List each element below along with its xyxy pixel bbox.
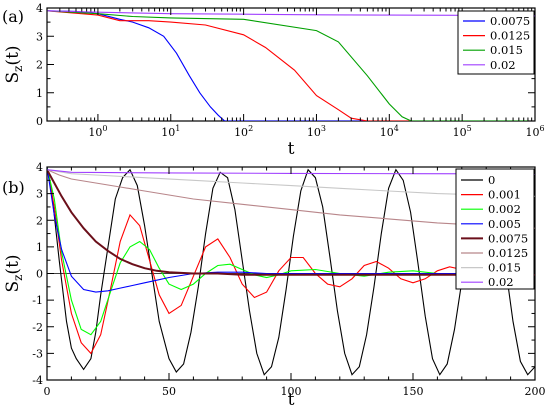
y-tick-label: 0: [36, 268, 43, 281]
legend-label-0.002: 0.002: [488, 202, 521, 216]
y-axis-label: Sz(t): [3, 45, 25, 83]
x-axis-label: t: [288, 390, 295, 410]
legend-label-0.001: 0.001: [488, 188, 521, 202]
panel-label: (a): [2, 7, 24, 26]
y-tick-label: 4: [36, 2, 43, 15]
series-line-0: [47, 167, 535, 376]
panel-label: (b): [2, 178, 25, 197]
x-tick-label: 150: [403, 385, 424, 398]
x-tick-label: 100: [88, 124, 107, 139]
y-tick-label: 0: [36, 115, 43, 128]
legend-label-0.0075: 0.0075: [488, 231, 528, 245]
y-tick-label: 4: [36, 161, 43, 174]
legend-label-0.015: 0.015: [490, 43, 523, 57]
ticks: 0 50 100 150 200 -4 -3 -2 -1 0 1 2 3 4: [32, 161, 545, 398]
series-line-0.0075: [47, 10, 535, 121]
legend-label-0.005: 0.005: [488, 217, 521, 231]
ticks: 100 101 102 103 104 105 106 0 1 2 3 4: [36, 2, 545, 139]
series-line-0.015: [47, 169, 535, 197]
x-tick-label: 100: [281, 385, 302, 398]
x-axis-label: t: [288, 139, 295, 159]
series-group: [47, 167, 535, 376]
x-tick-label: 104: [380, 124, 399, 139]
series-line-0.0125: [47, 169, 535, 229]
y-axis-label: Sz(t): [3, 254, 25, 292]
y-tick-label: 3: [36, 30, 43, 43]
legend-box: [455, 168, 535, 290]
series-line-0.005: [47, 167, 535, 293]
x-tick-label: 101: [161, 124, 180, 139]
x-tick-label: 200: [525, 385, 545, 398]
x-tick-label: 105: [453, 124, 472, 139]
legend-label-0.02: 0.02: [488, 275, 514, 289]
legend-label-0.0125: 0.0125: [490, 29, 530, 43]
legend-label-0.015: 0.015: [488, 261, 521, 275]
y-tick-label: -2: [32, 321, 43, 334]
series-group: [47, 10, 535, 121]
y-tick-label: -3: [32, 347, 43, 360]
x-tick-label: 0: [44, 385, 51, 398]
x-tick-label: 106: [525, 124, 544, 139]
x-tick-label: 103: [307, 124, 326, 139]
x-tick-label: 102: [234, 124, 253, 139]
legend-label-0.0075: 0.0075: [490, 14, 530, 28]
series-line-0.0075: [47, 169, 535, 276]
legend-label-0: 0: [488, 173, 495, 187]
y-tick-label: 1: [36, 241, 43, 254]
y-tick-label: -4: [32, 374, 43, 387]
x-tick-label: 50: [162, 385, 176, 398]
series-line-0.02: [47, 10, 535, 17]
series-line-0.001: [47, 167, 535, 355]
y-tick-label: 2: [36, 214, 43, 227]
legend-label-0.02: 0.02: [490, 58, 516, 72]
y-tick-label: -1: [32, 294, 43, 307]
y-tick-label: 2: [36, 59, 43, 72]
series-line-0.015: [47, 10, 535, 121]
panel-a: 100 101 102 103 104 105 106 0 1 2 3 4 t Sz(t) (a) 0.007…: [2, 2, 545, 159]
y-tick-label: 1: [36, 87, 43, 100]
legend-label-0.0125: 0.0125: [488, 246, 528, 260]
series-line-0.002: [47, 167, 535, 336]
series-line-0.02: [47, 169, 535, 175]
y-tick-label: 3: [36, 188, 43, 201]
series-line-0.0125: [47, 10, 535, 121]
